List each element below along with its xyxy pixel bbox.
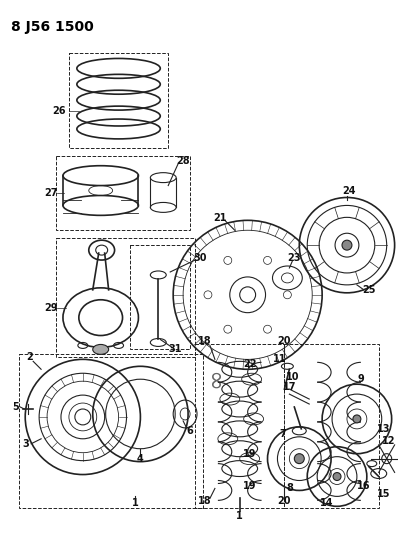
Text: 6: 6	[187, 426, 194, 436]
Text: 14: 14	[320, 498, 334, 508]
Bar	[195, 344, 284, 508]
Text: 2: 2	[26, 352, 33, 362]
Text: 5: 5	[12, 402, 19, 412]
Text: 22: 22	[243, 359, 257, 369]
Text: 8: 8	[286, 483, 293, 494]
Text: ∞: ∞	[203, 367, 227, 387]
Bar	[56, 156, 190, 230]
Text: 26: 26	[52, 106, 66, 116]
Text: 18: 18	[198, 496, 212, 506]
Text: 28: 28	[176, 156, 190, 166]
Text: 31: 31	[168, 344, 182, 354]
Bar	[130, 245, 190, 350]
Bar	[19, 354, 203, 508]
Text: 27: 27	[44, 188, 58, 198]
Text: 20: 20	[278, 496, 291, 506]
Ellipse shape	[342, 240, 352, 250]
Text: 15: 15	[377, 489, 391, 499]
Text: 1: 1	[236, 511, 243, 521]
Bar	[56, 238, 195, 357]
Text: 7: 7	[279, 429, 286, 439]
Text: 3: 3	[23, 439, 30, 449]
Text: 11: 11	[273, 354, 286, 365]
Text: 1: 1	[132, 498, 139, 508]
Bar	[69, 53, 168, 148]
Text: 16: 16	[357, 481, 371, 491]
Text: 24: 24	[342, 185, 356, 196]
Text: 17: 17	[282, 382, 296, 392]
Ellipse shape	[353, 415, 361, 423]
Text: 12: 12	[382, 436, 395, 446]
Ellipse shape	[294, 454, 304, 464]
Bar	[284, 344, 379, 508]
Text: 19: 19	[243, 449, 257, 459]
Ellipse shape	[93, 344, 109, 354]
Text: 10: 10	[286, 372, 299, 382]
Text: 21: 21	[213, 213, 227, 223]
Text: 20: 20	[278, 336, 291, 346]
Text: 13: 13	[377, 424, 391, 434]
Text: 29: 29	[44, 303, 58, 313]
Text: 4: 4	[137, 454, 144, 464]
Text: 9: 9	[358, 374, 364, 384]
Ellipse shape	[333, 473, 341, 481]
Text: 19: 19	[243, 481, 257, 491]
Text: 30: 30	[193, 253, 207, 263]
Text: 18: 18	[198, 336, 212, 346]
Text: 25: 25	[362, 285, 375, 295]
Text: 8 J56 1500: 8 J56 1500	[11, 20, 94, 34]
Text: 23: 23	[288, 253, 301, 263]
